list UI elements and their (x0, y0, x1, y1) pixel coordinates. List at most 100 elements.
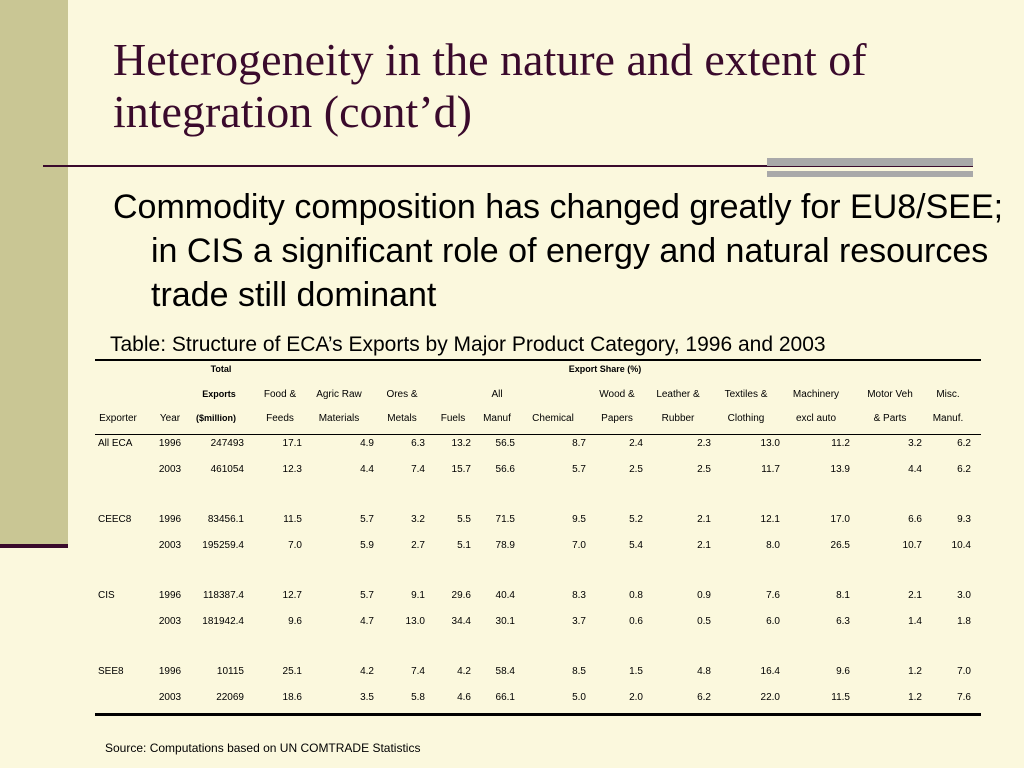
column-header-line2: Materials (318, 413, 360, 424)
table-cell: 13.9 (830, 464, 850, 475)
column-header-line1: Machinery (792, 389, 840, 400)
table-cell: 2.7 (411, 540, 425, 551)
table-cell: 461054 (210, 464, 244, 475)
table-cell: 1.8 (957, 616, 971, 627)
table-bottom-rule (95, 713, 981, 716)
table-cell: 66.1 (495, 692, 515, 703)
table-cell: 56.5 (495, 438, 515, 449)
column-header-line1: All (491, 389, 503, 400)
table-cell: 5.7 (572, 464, 586, 475)
table-cell: 4.4 (908, 464, 922, 475)
table-cell: 7.4 (411, 666, 425, 677)
table-cell: 1996 (158, 438, 182, 449)
table-cell: 3.5 (360, 692, 374, 703)
table-cell: 4.6 (457, 692, 471, 703)
table-cell: 5.5 (457, 514, 471, 525)
table-cell: 5.2 (629, 514, 643, 525)
table-cell: 8.5 (572, 666, 586, 677)
table-cell: 1.2 (908, 666, 922, 677)
table-header-rule (95, 434, 981, 435)
table-cell: 13.0 (405, 616, 425, 627)
table-cell: 56.6 (495, 464, 515, 475)
header-total: Total (210, 364, 232, 374)
column-header-line2: Chemical (532, 413, 574, 424)
column-header-line1: Food & (263, 389, 297, 400)
table-cell: 1996 (158, 666, 182, 677)
table-cell: 6.2 (957, 438, 971, 449)
table-cell: 5.4 (629, 540, 643, 551)
column-header-line2: Clothing (727, 413, 765, 424)
column-header-line2: Exporter (99, 413, 137, 424)
table-cell: 71.5 (495, 514, 515, 525)
column-header-line2: Papers (601, 413, 633, 424)
table-cell: 25.1 (282, 666, 302, 677)
table-cell: 2003 (158, 464, 182, 475)
table-cell: 58.4 (495, 666, 515, 677)
table-cell: 10.7 (902, 540, 922, 551)
table-cell: 11.7 (761, 464, 780, 475)
table-cell: 78.9 (495, 540, 515, 551)
table-cell: 17.0 (830, 514, 850, 525)
column-header-line2: Metals (387, 413, 417, 424)
column-header-line1: Wood & (599, 389, 635, 400)
table-cell: 1.2 (908, 692, 922, 703)
table-cell: All ECA (98, 438, 133, 449)
column-header-line2: Rubber (661, 413, 695, 424)
table-cell: 9.6 (836, 666, 850, 677)
table-cell: 7.0 (957, 666, 971, 677)
table-cell: 6.0 (766, 616, 780, 627)
table-cell: 9.5 (572, 514, 586, 525)
table-cell: 3.7 (572, 616, 586, 627)
table-cell: 5.7 (360, 590, 374, 601)
table-cell: 1996 (158, 514, 182, 525)
bullet-point: Commodity composition has changed greatl… (113, 188, 1004, 314)
table-top-rule (95, 359, 981, 361)
table-cell: 7.6 (766, 590, 780, 601)
column-header-line1: Misc. (936, 389, 960, 400)
table-cell: 5.1 (457, 540, 471, 551)
table-cell: 1.5 (629, 666, 643, 677)
table-cell: 6.3 (411, 438, 425, 449)
table-cell: 0.8 (629, 590, 643, 601)
table-cell: 4.2 (457, 666, 471, 677)
table-cell: CEEC8 (98, 514, 132, 525)
table-cell: 2.5 (629, 464, 643, 475)
table-cell: 6.3 (836, 616, 850, 627)
table-cell: 1.4 (908, 616, 922, 627)
table-cell: 10.4 (951, 540, 971, 551)
table-cell: 2003 (158, 616, 182, 627)
table-cell: 29.6 (451, 590, 471, 601)
title-divider-accent-bottom (767, 171, 973, 177)
table-cell: 10115 (216, 666, 244, 677)
table-cell: 11.5 (283, 514, 302, 525)
table-cell: 0.6 (629, 616, 643, 627)
column-header-line2: Manuf (483, 413, 511, 424)
column-header-line1: Textiles & (724, 389, 768, 400)
column-header-line2: Feeds (266, 413, 294, 424)
column-header-line1: Leather & (656, 389, 700, 400)
column-header-line2: excl auto (795, 413, 837, 424)
title-divider (43, 165, 973, 167)
table-cell: 5.9 (360, 540, 374, 551)
table-cell: 3.2 (411, 514, 425, 525)
table-cell: 5.7 (360, 514, 374, 525)
table-cell: 9.6 (288, 616, 302, 627)
table-cell: 17.1 (282, 438, 302, 449)
table-cell: 6.2 (697, 692, 711, 703)
table-cell: 6.6 (908, 514, 922, 525)
title-divider-accent-top (767, 158, 973, 166)
header-millions: ($million) (196, 413, 236, 423)
table-cell: 195259.4 (202, 540, 244, 551)
table-cell: 12.1 (760, 514, 780, 525)
table-cell: 4.8 (697, 666, 711, 677)
table-cell: 11.2 (831, 438, 850, 449)
table-cell: 9.1 (411, 590, 425, 601)
table-cell: 6.2 (957, 464, 971, 475)
table-cell: 118387.4 (203, 590, 244, 601)
table-cell: 18.6 (282, 692, 302, 703)
column-header-line2: Fuels (440, 413, 466, 424)
table-caption: Table: Structure of ECA’s Exports by Maj… (110, 333, 826, 356)
table-cell: 8.0 (766, 540, 780, 551)
slide-title: Heterogeneity in the nature and extent o… (113, 34, 867, 137)
table-cell: 3.2 (908, 438, 922, 449)
